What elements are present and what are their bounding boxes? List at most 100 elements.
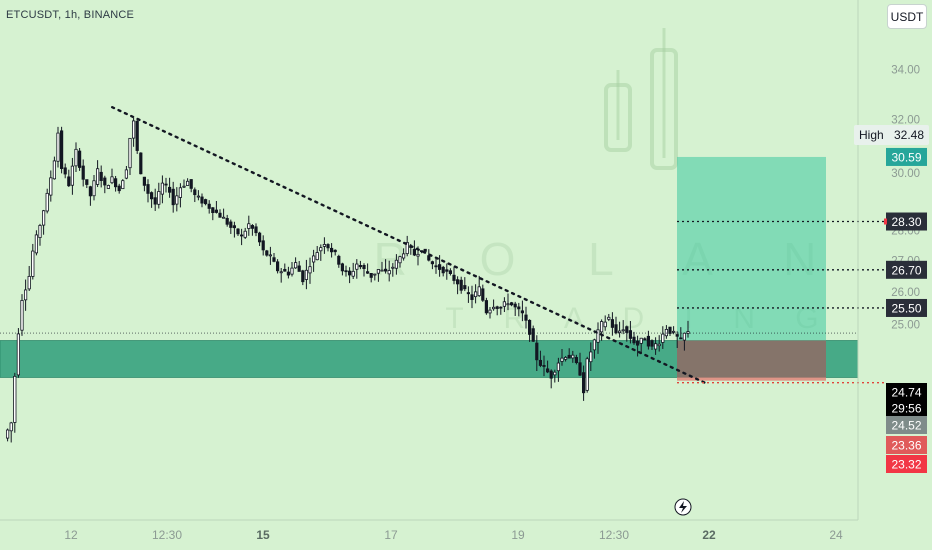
candle-body [232, 225, 236, 229]
candle-body [293, 262, 298, 269]
candle-body [607, 316, 611, 320]
candle-body [484, 300, 489, 314]
candle-body [355, 263, 359, 270]
candle-body [401, 253, 406, 259]
candle-body [560, 357, 564, 362]
price-label-bg [886, 147, 927, 166]
candle-body [463, 285, 467, 290]
price-label: 24.52 [886, 416, 927, 434]
candle-body [96, 168, 100, 185]
candle-body [654, 343, 658, 350]
candle-body [308, 266, 312, 274]
candle-body [657, 343, 661, 347]
candle-body [333, 249, 337, 253]
candle-body [297, 265, 301, 272]
candle-body [60, 130, 64, 169]
candle-body [81, 165, 85, 180]
candle-body [250, 225, 254, 229]
price-label-text: 25.50 [891, 301, 921, 315]
candle-body [650, 340, 654, 347]
candle-body [16, 333, 21, 376]
candle-body [603, 321, 607, 328]
price-label-text: 30.59 [891, 150, 921, 164]
candle-body [365, 271, 370, 274]
candle-body [589, 351, 593, 363]
price-label: 23.32 [886, 455, 927, 473]
candle-body [78, 150, 82, 168]
candle-body [362, 265, 366, 270]
candle-body [265, 250, 269, 256]
candle-body [466, 292, 471, 295]
position-layer[interactable] [677, 156, 826, 381]
profit-zone[interactable] [677, 156, 826, 341]
candle-body [304, 269, 309, 280]
candle-body [88, 186, 92, 197]
candle-body [56, 132, 60, 162]
candle-body [272, 257, 276, 262]
candle-body [675, 334, 679, 337]
candle-body [549, 370, 553, 379]
candle-body [434, 265, 438, 268]
candle-body [441, 266, 445, 274]
candle-body [495, 306, 499, 309]
candle-body [564, 357, 568, 360]
candle-body [437, 264, 442, 270]
candle-body [682, 332, 687, 341]
candle-body [211, 207, 215, 214]
alert-marker [884, 218, 887, 225]
candle-body [664, 329, 669, 337]
y-tick-label: 34.00 [891, 64, 920, 76]
candle-body [124, 169, 128, 179]
candle-body [67, 176, 71, 187]
candle-body [261, 240, 265, 251]
candle-body [225, 218, 229, 225]
candle-body [506, 303, 510, 306]
candle-body [128, 137, 132, 169]
currency-unit-button[interactable]: USDT [887, 4, 927, 29]
candle-body [149, 192, 154, 200]
candles-layer [6, 117, 690, 443]
candle-body [42, 210, 46, 226]
candle-body [171, 188, 175, 206]
candle-body [679, 337, 683, 340]
candle-body [218, 212, 222, 218]
candle-body [315, 252, 319, 261]
price-label: 28.30 [886, 212, 927, 231]
candle-body [185, 180, 190, 186]
candle-body [430, 261, 435, 265]
candle-body [63, 167, 67, 175]
candle-body [380, 269, 384, 272]
candle-body [196, 195, 200, 198]
candle-body [369, 272, 373, 278]
price-label-bg [886, 455, 927, 473]
y-tick-label: 32.00 [891, 115, 920, 127]
price-label-text: 23.36 [891, 439, 921, 453]
high-label-value: 32.48 [894, 128, 925, 142]
candle-body [423, 248, 427, 252]
candle-body [153, 197, 157, 205]
candle-body [160, 182, 164, 195]
price-label: 24.74 [886, 383, 927, 401]
candle-body [416, 253, 420, 257]
candle-body [23, 289, 28, 301]
candle-body [340, 263, 345, 272]
price-label: 30.59 [886, 147, 927, 166]
candle-body [9, 422, 13, 432]
candle-body [74, 148, 78, 167]
candle-body [157, 191, 161, 205]
time-axis[interactable]: 12 12:30 15 17 19 12:30 22 24 [0, 498, 858, 542]
candle-body [632, 336, 636, 344]
candle-body [625, 326, 629, 333]
candle-body [347, 270, 352, 276]
candle-body [106, 185, 110, 189]
x-tick-label: 15 [256, 528, 270, 542]
symbol-title[interactable]: ETCUSDT, 1h, BINANCE [6, 9, 135, 21]
price-label: 23.36 [886, 436, 927, 454]
candle-body [499, 306, 503, 309]
y-tick-label: 30.00 [891, 168, 920, 180]
candle-body [200, 196, 204, 204]
candle-body [221, 216, 226, 219]
candle-body [445, 269, 449, 272]
